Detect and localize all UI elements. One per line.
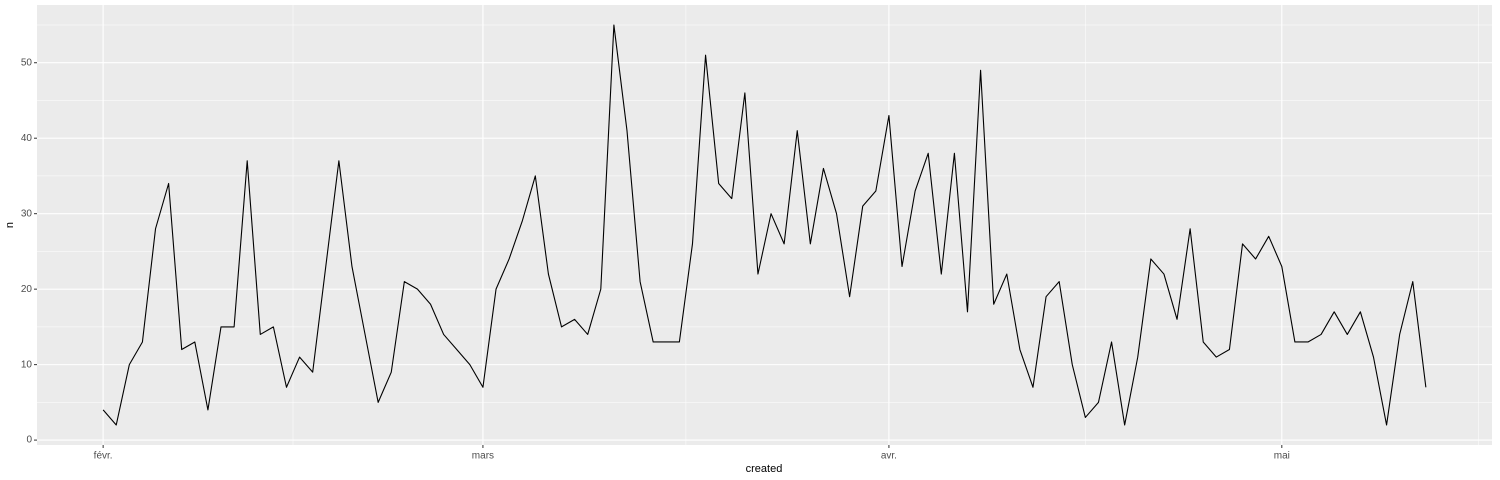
x-tick-label: avr. (881, 451, 897, 462)
y-tick-label: 40 (21, 133, 33, 144)
x-axis-title: created (746, 463, 783, 475)
y-tick-label: 0 (26, 435, 32, 446)
y-tick-label: 20 (21, 284, 33, 295)
y-tick-label: 30 (21, 208, 33, 219)
x-tick-label: févr. (94, 451, 113, 462)
panel (37, 5, 1492, 445)
y-axis-title: n (4, 222, 16, 228)
y-tick-label: 50 (21, 57, 33, 68)
x-tick-label: mars (472, 451, 494, 462)
x-tick-label: mai (1274, 451, 1290, 462)
data-line (102, 24, 1427, 426)
y-tick-label: 10 (21, 359, 33, 370)
